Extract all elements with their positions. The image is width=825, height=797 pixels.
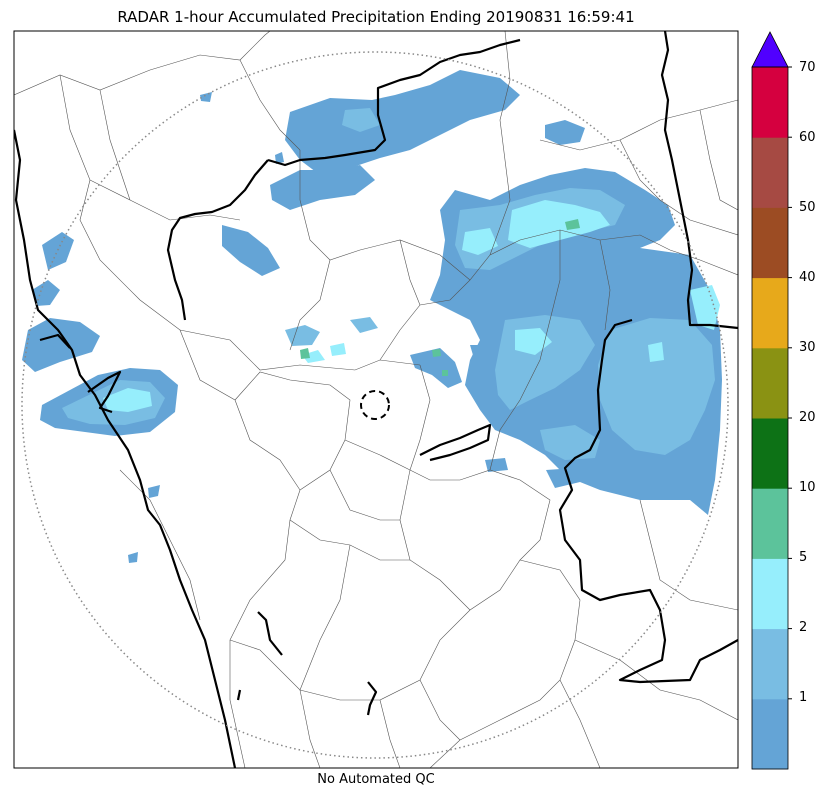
colorbar-swatch <box>752 698 788 770</box>
colorbar-swatch <box>752 418 788 489</box>
colorbar-tick-40: 40 <box>799 270 816 285</box>
colorbar-swatch <box>752 67 788 138</box>
colorbar-swatch <box>752 628 788 700</box>
state-boundaries <box>14 31 738 768</box>
colorbar-swatch <box>752 277 788 349</box>
colorbar-tick-5: 5 <box>799 550 808 565</box>
colorbar-swatch <box>752 347 788 419</box>
colorbar-tick-30: 30 <box>799 340 816 355</box>
colorbar-tick-70: 70 <box>799 60 816 75</box>
colorbar-tick-1: 1 <box>799 690 808 705</box>
colorbar-swatch <box>752 207 788 279</box>
colorbar-swatch <box>752 558 788 630</box>
colorbar-swatch <box>752 137 788 208</box>
colorbar-outline <box>751 66 789 770</box>
precip-light <box>22 70 722 563</box>
colorbar-tick-20: 20 <box>799 410 816 425</box>
qc-note: No Automated QC <box>317 772 435 787</box>
colorbar-extend-arrow <box>751 31 789 68</box>
map-frame <box>13 30 739 769</box>
radar-site-marker <box>360 390 390 420</box>
colorbar-tick-2: 2 <box>799 620 808 635</box>
colorbar-swatch <box>752 488 788 559</box>
range-ring <box>21 51 729 759</box>
precip-green <box>300 219 580 376</box>
district-boundaries <box>14 31 738 768</box>
colorbar-tick-10: 10 <box>799 480 816 495</box>
map-title: RADAR 1-hour Accumulated Precipitation E… <box>117 8 635 26</box>
colorbar-tick-50: 50 <box>799 200 816 215</box>
colorbar <box>751 31 792 770</box>
colorbar-tick-60: 60 <box>799 130 816 145</box>
